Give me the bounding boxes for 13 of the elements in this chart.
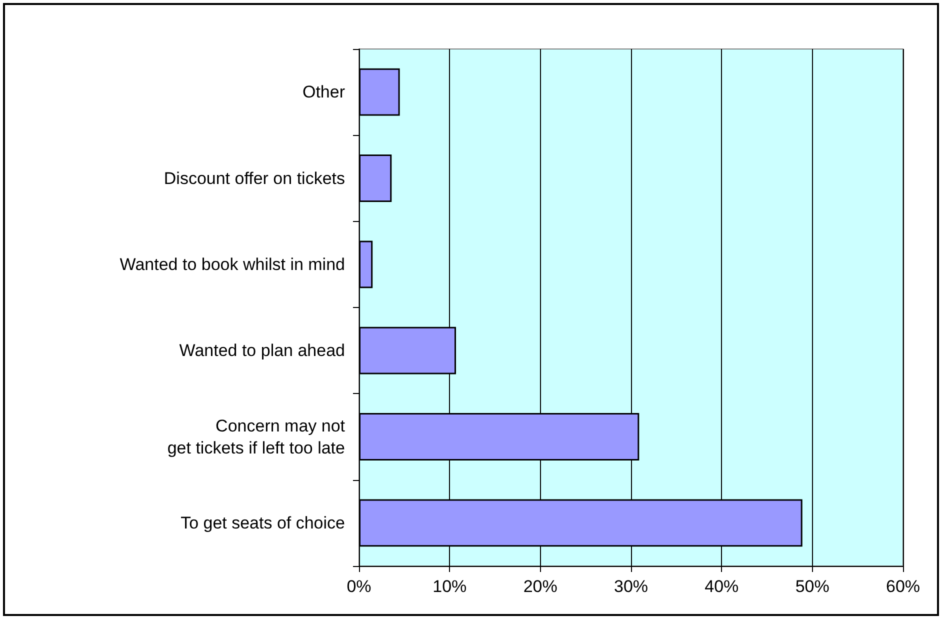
- y-tick-label: Discount offer on tickets: [164, 168, 345, 188]
- x-tick-label: 60%: [886, 577, 920, 596]
- x-tick-label: 50%: [795, 577, 830, 596]
- x-tick-label: 10%: [432, 577, 467, 596]
- y-tick-label: Other: [302, 82, 346, 102]
- y-tick-label: To get seats of choice: [180, 513, 345, 532]
- y-tick-label: Concern may not get tickets if left too late: [167, 416, 346, 458]
- y-tick-label: Wanted to book whilst in mind: [120, 254, 345, 274]
- x-tick-label: 0%: [346, 577, 372, 596]
- x-tick-label: 20%: [523, 577, 558, 596]
- y-tick-label: Wanted to plan ahead: [179, 341, 345, 360]
- x-tick-label: 30%: [614, 577, 648, 596]
- x-tick-label: 40%: [704, 577, 739, 596]
